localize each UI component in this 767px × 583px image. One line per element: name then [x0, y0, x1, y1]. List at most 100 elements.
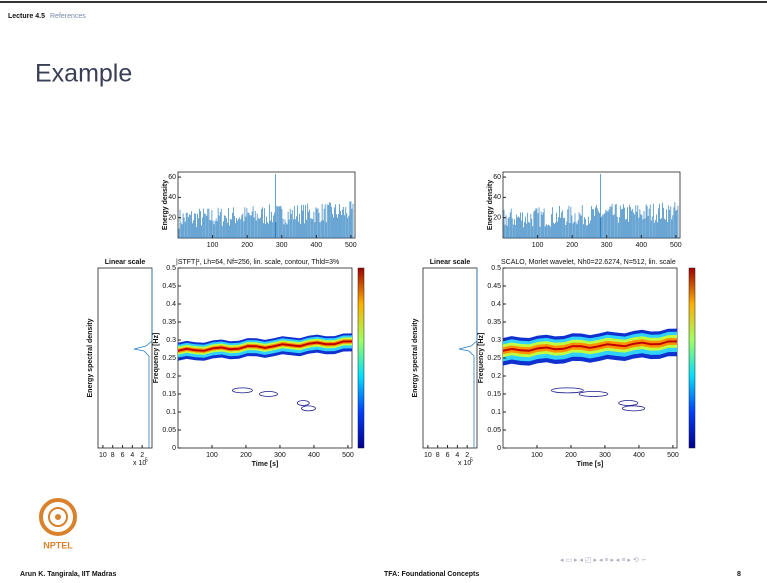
contour: [231, 387, 253, 394]
x-tick-label: 400: [635, 242, 647, 249]
x-tick-label: 300: [601, 242, 613, 249]
y-tick-label: 0.35: [487, 319, 501, 326]
x-tick-label: 2: [140, 452, 144, 459]
x-tick-label: 100: [206, 452, 218, 459]
y-tick-label: 0.5: [491, 265, 501, 272]
logo-text: NPTEL: [43, 540, 73, 550]
contour: [296, 400, 310, 406]
spectrum-title: Linear scale: [105, 259, 146, 266]
spectrum: [458, 268, 478, 448]
ridge: [178, 339, 352, 353]
y-tick-label: 0.1: [491, 409, 501, 416]
y-tick-label: 0.3: [491, 337, 501, 344]
x-tick-label: 200: [565, 452, 577, 459]
x-tick-label: 400: [308, 452, 320, 459]
contour: [301, 405, 316, 412]
x-tick-label: 4: [130, 452, 134, 459]
slide-title: Example: [35, 60, 132, 88]
x-tick-label: 6: [121, 452, 125, 459]
y-tick-label: 0.2: [166, 373, 176, 380]
x-tick-label: 500: [342, 452, 354, 459]
logo: NPTEL: [39, 498, 77, 550]
spectrum: [133, 268, 153, 448]
contour: [550, 387, 584, 394]
y-tick-label: 40: [168, 194, 176, 201]
y-tick-label: 0.05: [487, 427, 501, 434]
y-tick-label: 0.45: [162, 283, 176, 290]
energy-ylabel: Energy density: [162, 180, 169, 230]
tf-title: SCALO, Morlet wavelet, Nh0=22.6274, N=51…: [501, 259, 676, 266]
lecture: Lecture 4.5: [8, 13, 45, 20]
x-tick-label: 500: [667, 452, 679, 459]
energy-signal: [178, 174, 354, 238]
spectrum-axes: [422, 267, 478, 449]
y-tick-label: 0.1: [166, 409, 176, 416]
x-tick-label: 8: [111, 452, 115, 459]
tf-xlabel: Time [s]: [577, 461, 604, 468]
spectrum-ylabel: Energy spectral density: [412, 318, 419, 397]
nav-icons[interactable]: ◂ ▭ ▸ ◂ ◰ ▸ ◂ ≡ ▸ ◂ ≡ ▸ ⟲ ∽: [560, 557, 647, 564]
colorbar: [688, 267, 696, 449]
x-tick-label: 100: [531, 452, 543, 459]
exponent: 5: [470, 457, 473, 463]
ridge: [503, 337, 677, 355]
x-tick-label: 300: [599, 452, 611, 459]
y-tick-label: 0.25: [162, 355, 176, 362]
author: Arun K. Tangirala, IIT Madras: [20, 571, 116, 578]
x-tick-label: 400: [633, 452, 645, 459]
x-tick-label: 8: [436, 452, 440, 459]
x-tick-label: 200: [240, 452, 252, 459]
exponent-base: x 10: [133, 460, 146, 467]
x-tick-label: 100: [207, 242, 219, 249]
x-tick-label: 10: [424, 452, 432, 459]
y-tick-label: 0.05: [162, 427, 176, 434]
y-tick-label: 0.15: [162, 391, 176, 398]
tf-ylabel: Frequency [Hz]: [153, 333, 160, 384]
spectrum-axes: [97, 267, 153, 449]
energy-signal: [503, 174, 679, 238]
x-tick-label: 4: [455, 452, 459, 459]
y-tick-label: 0.25: [487, 355, 501, 362]
y-tick-label: 0: [172, 445, 176, 452]
y-tick-label: 60: [493, 174, 501, 181]
x-tick-label: 200: [566, 242, 578, 249]
y-tick-label: 0.2: [491, 373, 501, 380]
x-tick-label: 6: [446, 452, 450, 459]
course: TFA: Foundational Concepts: [384, 571, 479, 578]
page-number: 8: [737, 571, 741, 578]
y-tick-label: 40: [493, 194, 501, 201]
x-tick-label: 500: [670, 242, 682, 249]
x-tick-label: 100: [532, 242, 544, 249]
colorbar: [357, 267, 365, 449]
y-tick-label: 0.5: [166, 265, 176, 272]
tf-xlabel: Time [s]: [252, 461, 279, 468]
ridge: [503, 340, 677, 353]
x-tick-label: 300: [274, 452, 286, 459]
y-tick-label: 0.45: [487, 283, 501, 290]
x-tick-label: 500: [345, 242, 357, 249]
x-tick-label: 300: [276, 242, 288, 249]
ridge: [178, 340, 352, 353]
y-tick-label: 20: [493, 215, 501, 222]
exponent: 5: [145, 457, 148, 463]
tf-ylabel: Frequency [Hz]: [478, 333, 485, 384]
section: References: [50, 13, 86, 20]
x-tick-label: 400: [310, 242, 322, 249]
y-tick-label: 0: [497, 445, 501, 452]
contour: [259, 391, 278, 397]
x-tick-label: 200: [241, 242, 253, 249]
energy-ylabel: Energy density: [487, 180, 494, 230]
x-tick-label: 10: [99, 452, 107, 459]
y-tick-label: 0.3: [166, 337, 176, 344]
y-tick-label: 0.4: [166, 301, 176, 308]
contour: [618, 400, 639, 406]
y-tick-label: 60: [168, 174, 176, 181]
spectrum-title: Linear scale: [430, 259, 471, 266]
spectrum-ylabel: Energy spectral density: [87, 318, 94, 397]
contour: [621, 405, 646, 412]
tf-title: |STFT|², Lh=64, Nf=256, lin. scale, cont…: [176, 259, 339, 266]
y-tick-label: 0.35: [162, 319, 176, 326]
contour: [578, 391, 609, 397]
y-tick-label: 20: [168, 215, 176, 222]
